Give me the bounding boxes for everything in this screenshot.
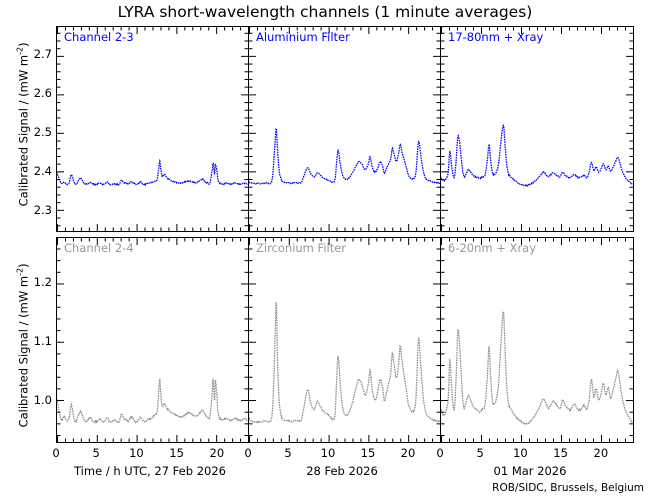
- y-tick-label: 2.4: [33, 163, 52, 178]
- y-tick-label: 2.5: [33, 124, 52, 139]
- y-tick-labels-bottom: 1.0 1.1 1.2: [8, 237, 52, 443]
- x-tick-label: 10: [513, 446, 528, 460]
- x-tick-label: 5: [476, 446, 484, 460]
- panel-label-aluminium-filter: Aluminium Filter: [256, 30, 350, 44]
- curve-xray-6-20nm: [441, 309, 633, 425]
- y-tick-label: 2.3: [33, 202, 52, 217]
- x-tick-label: 5: [284, 446, 292, 460]
- curve-zirconium-filter: [249, 301, 440, 424]
- panel-ch23[interactable]: Channel 2-3: [56, 26, 249, 232]
- curve-xray-17-80nm: [441, 123, 633, 188]
- curve-ch23: [57, 158, 248, 187]
- panel-label-xray-6-20nm: 6-20nm + Xray: [448, 241, 536, 255]
- x-tick-label: 0: [244, 446, 252, 460]
- x-axis-label-day3: 01 Mar 2026: [493, 464, 567, 478]
- panel-aluminium-filter[interactable]: Aluminium Filter: [248, 26, 441, 232]
- credit-text: ROB/SIDC, Brussels, Belgium: [492, 482, 644, 494]
- panel-label-ch24: Channel 2-4: [64, 241, 134, 255]
- x-tick-label: 0: [52, 446, 60, 460]
- x-tick-label: 20: [400, 446, 416, 460]
- panel-label-ch23: Channel 2-3: [64, 30, 134, 44]
- y-tick-label: 1.0: [33, 392, 52, 407]
- y-tick-label: 1.1: [33, 333, 52, 348]
- y-tick-labels-top: 2.3 2.4 2.5 2.6 2.7: [8, 26, 52, 232]
- x-tick-label: 5: [92, 446, 100, 460]
- x-tick-label: 20: [593, 446, 609, 460]
- panel-zirconium-filter[interactable]: Zirconium Filter: [248, 237, 441, 443]
- y-tick-label: 1.2: [33, 274, 52, 289]
- x-tick-label: 10: [129, 446, 144, 460]
- panel-row-bottom: Channel 2-4 Zirconium Filter 6-20nm + Xr…: [56, 237, 634, 443]
- page-title: LYRA short-wavelength channels (1 minute…: [117, 3, 533, 21]
- panel-label-zirconium-filter: Zirconium Filter: [256, 241, 347, 255]
- x-tick-label: 0: [436, 446, 444, 460]
- x-tick-label: 10: [320, 446, 336, 460]
- x-tick-label: 15: [169, 446, 184, 460]
- panel-label-xray-17-80nm: 17-80nm + Xray: [448, 30, 544, 44]
- panel-xray-6-20nm[interactable]: 6-20nm + Xray: [440, 237, 634, 443]
- x-tick-label: 15: [553, 446, 568, 460]
- panel-xray-17-80nm[interactable]: 17-80nm + Xray: [440, 26, 634, 232]
- panel-ch24[interactable]: Channel 2-4: [56, 237, 249, 443]
- y-tick-label: 2.7: [33, 47, 52, 62]
- y-tick-label: 2.6: [33, 86, 52, 101]
- panel-row-top: Channel 2-3 Aluminium Filter 17-80nm + X…: [56, 26, 634, 232]
- x-tick-label: 15: [360, 446, 376, 460]
- x-axis-label-day1: Time / h UTC, 27 Feb 2026: [74, 464, 226, 478]
- x-tick-labels: 0 5 10 15 20 0 5 10 15 20 0 5 10 15 20: [52, 446, 634, 462]
- x-axis-label-day2: 28 Feb 2026: [306, 464, 378, 478]
- x-tick-label: 20: [209, 446, 225, 460]
- curve-aluminium-filter: [249, 126, 440, 185]
- curve-ch24: [57, 378, 248, 424]
